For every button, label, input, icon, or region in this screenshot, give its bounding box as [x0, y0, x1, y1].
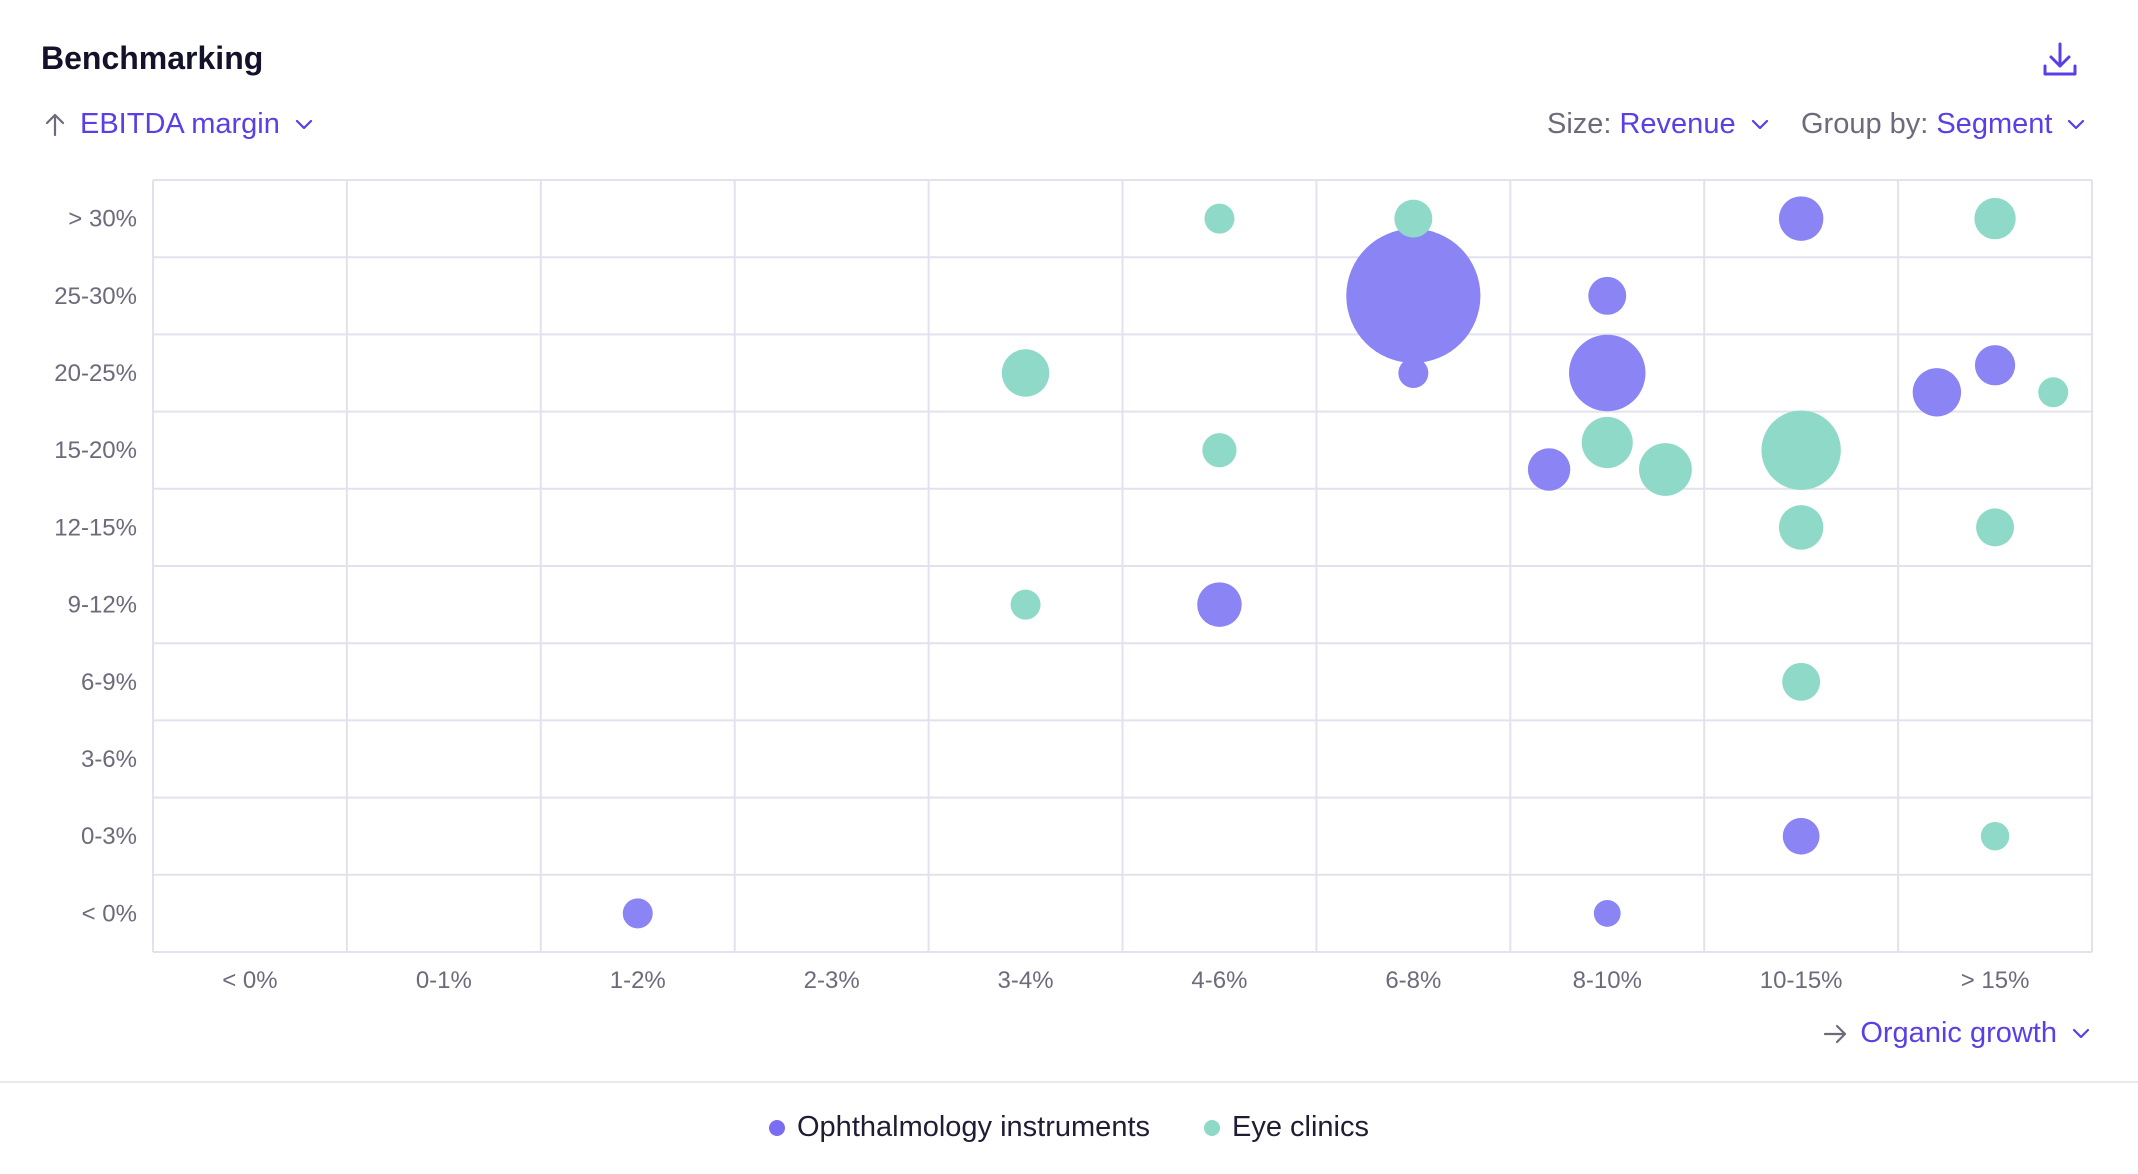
y-tick-label: 0-3%	[81, 823, 137, 850]
size-prefix: Size:	[1547, 108, 1612, 140]
bubble-eye-clinics	[1974, 197, 2016, 240]
chart-title: Benchmarking	[41, 40, 264, 76]
bubble-ophthalmology-instruments	[1197, 582, 1242, 627]
download-button[interactable]	[2040, 38, 2080, 82]
bubble-eye-clinics	[1980, 821, 2010, 851]
bubble-ophthalmology-instruments	[1778, 196, 1824, 241]
bubble-eye-clinics	[2038, 377, 2069, 408]
bubble-eye-clinics	[1202, 433, 1237, 468]
bubble-eye-clinics	[1976, 508, 2015, 547]
group-by-selector[interactable]: Group by: Segment	[1801, 108, 2086, 141]
x-tick-label: 0-1%	[416, 967, 472, 994]
bubble-eye-clinics	[1782, 662, 1821, 701]
bubble-eye-clinics	[1639, 443, 1692, 496]
bubble-ophthalmology-instruments	[1398, 358, 1429, 388]
bubble-ophthalmology-instruments	[1974, 345, 2016, 386]
chevron-down-icon	[2072, 1028, 2090, 1038]
x-tick-label: > 15%	[1961, 967, 2030, 994]
y-tick-label: 6-9%	[81, 669, 137, 696]
bubble-ophthalmology-instruments	[1588, 276, 1627, 315]
bubble-eye-clinics	[1581, 416, 1633, 469]
divider	[0, 1081, 2138, 1083]
bubble-eye-clinics	[1778, 505, 1824, 550]
x-tick-label: 4-6%	[1191, 967, 1247, 994]
legend-item-eye-clinics[interactable]: Eye clinics	[1204, 1111, 1369, 1144]
x-tick-label: 2-3%	[804, 967, 860, 994]
size-selector[interactable]: Size: Revenue	[1547, 108, 1770, 141]
bubble-eye-clinics	[1204, 203, 1235, 234]
bubble-eye-clinics	[1001, 349, 1050, 397]
bubble-ophthalmology-instruments	[1527, 448, 1571, 491]
arrow-right-icon	[1824, 1024, 1847, 1043]
bubble-ophthalmology-instruments	[1782, 817, 1820, 855]
y-tick-label: 3-6%	[81, 746, 137, 773]
x-tick-label: 10-15%	[1760, 967, 1843, 994]
bubble-ophthalmology-instruments	[622, 898, 653, 929]
y-tick-label: < 0%	[82, 900, 137, 927]
legend-label: Eye clinics	[1232, 1111, 1369, 1143]
x-axis-selector[interactable]: Organic growth	[1822, 1017, 2091, 1050]
size-value: Revenue	[1619, 108, 1736, 140]
arrow-up-icon	[45, 113, 65, 136]
bubble-ophthalmology-instruments	[1593, 899, 1621, 927]
group-by-prefix: Group by:	[1801, 108, 1929, 140]
y-tick-label: 12-15%	[54, 514, 137, 541]
chevron-down-icon	[1751, 119, 1768, 129]
x-tick-label: < 0%	[222, 967, 277, 994]
y-tick-label: > 30%	[68, 206, 137, 233]
y-axis-label: EBITDA margin	[80, 108, 280, 140]
chevron-down-icon	[2068, 119, 2085, 129]
bubble-ophthalmology-instruments	[1569, 334, 1646, 412]
x-tick-label: 8-10%	[1573, 967, 1642, 994]
legend-item-ophthalmology[interactable]: Ophthalmology instruments	[769, 1111, 1150, 1144]
group-by-value: Segment	[1936, 108, 2053, 140]
y-tick-label: 20-25%	[54, 360, 137, 387]
y-tick-label: 25-30%	[54, 283, 137, 310]
y-tick-label: 15-20%	[54, 437, 137, 464]
bubble-eye-clinics	[1010, 589, 1041, 620]
bubble-ophthalmology-instruments	[1912, 368, 1962, 417]
legend-label: Ophthalmology instruments	[797, 1111, 1150, 1143]
x-tick-label: 1-2%	[610, 967, 666, 994]
y-tick-label: 9-12%	[68, 592, 137, 619]
download-icon	[2043, 42, 2077, 76]
legend-swatch	[769, 1119, 785, 1136]
chevron-down-icon	[295, 119, 312, 129]
x-axis-label: Organic growth	[1860, 1017, 2057, 1049]
bubble-ophthalmology-instruments	[1346, 228, 1481, 363]
y-axis-selector[interactable]: EBITDA margin	[44, 108, 314, 141]
legend: Ophthalmology instruments Eye clinics	[0, 1111, 2138, 1144]
legend-swatch	[1204, 1119, 1220, 1136]
x-tick-label: 3-4%	[998, 967, 1054, 994]
bubble-eye-clinics	[1394, 199, 1433, 238]
x-tick-label: 6-8%	[1385, 967, 1441, 994]
bubble-chart: < 0% 0-1% 1-2% 2-3% 3-4% 4-6% 6-8% 8-10% 10-15% >…	[54, 179, 2093, 994]
bubble-eye-clinics	[1761, 410, 1841, 490]
